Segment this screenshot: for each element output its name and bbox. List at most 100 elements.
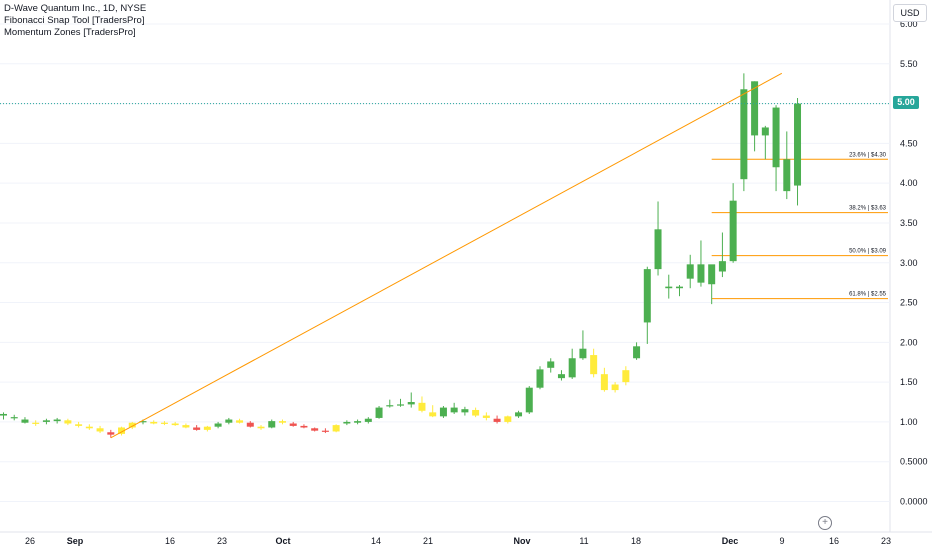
candle[interactable]: [472, 409, 480, 416]
candle[interactable]: [397, 404, 405, 406]
candle[interactable]: [675, 286, 683, 289]
y-tick-label: 6.00: [900, 19, 918, 29]
candle[interactable]: [386, 405, 394, 407]
candle[interactable]: [85, 426, 93, 429]
candle[interactable]: [214, 423, 222, 427]
indicator-fibonacci[interactable]: Fibonacci Snap Tool [TradersPro]: [4, 15, 145, 26]
price-axis[interactable]: 0.0000 0.5000 1.00 1.50 2.00 2.50 3.00 3.50 4.00…: [900, 19, 928, 507]
candle[interactable]: [686, 264, 694, 279]
candle[interactable]: [64, 420, 72, 424]
candle[interactable]: [107, 432, 115, 435]
y-tick-label: 4.50: [900, 138, 918, 148]
candle[interactable]: [193, 427, 201, 430]
candle[interactable]: [515, 412, 523, 417]
candle[interactable]: [332, 425, 340, 432]
candle[interactable]: [654, 229, 662, 270]
candle[interactable]: [42, 420, 50, 422]
candle[interactable]: [150, 421, 158, 424]
candle[interactable]: [482, 415, 490, 418]
candle[interactable]: [53, 419, 61, 422]
candle[interactable]: [697, 264, 705, 283]
candle[interactable]: [504, 416, 512, 422]
candle[interactable]: [364, 418, 372, 422]
x-tick-label: 18: [631, 536, 641, 546]
candle[interactable]: [343, 421, 351, 424]
candle[interactable]: [622, 370, 630, 383]
candle[interactable]: [139, 421, 147, 423]
candle[interactable]: [32, 422, 40, 424]
candle[interactable]: [772, 107, 780, 168]
candle[interactable]: [665, 286, 673, 289]
indicator-momentum[interactable]: Momentum Zones [TradersPro]: [4, 27, 136, 38]
x-tick-label: 11: [579, 536, 588, 546]
candles[interactable]: [0, 73, 802, 438]
candle[interactable]: [429, 412, 437, 417]
candle[interactable]: [289, 423, 297, 426]
candle[interactable]: [461, 409, 469, 413]
symbol-title[interactable]: D-Wave Quantum Inc., 1D, NYSE: [4, 3, 147, 14]
candle[interactable]: [590, 355, 598, 375]
candle[interactable]: [557, 374, 565, 379]
candle[interactable]: [118, 427, 126, 434]
candle[interactable]: [643, 269, 651, 323]
candle[interactable]: [160, 422, 168, 424]
candle[interactable]: [547, 361, 555, 368]
candle[interactable]: [600, 374, 608, 391]
candle[interactable]: [0, 413, 7, 416]
candle[interactable]: [761, 127, 769, 136]
candle[interactable]: [311, 428, 319, 431]
last-price-badge: 5.00: [893, 96, 919, 109]
y-tick-label: 3.50: [900, 218, 918, 228]
candle[interactable]: [579, 348, 587, 359]
candle[interactable]: [75, 424, 83, 426]
plus-circle-icon[interactable]: +: [818, 516, 832, 530]
candle[interactable]: [278, 421, 286, 423]
candle[interactable]: [525, 387, 533, 413]
candle[interactable]: [10, 417, 18, 419]
candle[interactable]: [718, 261, 726, 272]
candle[interactable]: [96, 428, 104, 432]
currency-button[interactable]: USD: [893, 4, 927, 22]
candle[interactable]: [128, 422, 136, 428]
candle[interactable]: [300, 425, 308, 428]
x-tick-label: Sep: [67, 536, 84, 546]
candle[interactable]: [751, 81, 759, 136]
candle[interactable]: [268, 421, 276, 428]
candle[interactable]: [236, 420, 244, 423]
x-tick-label: 23: [217, 536, 227, 546]
candle[interactable]: [568, 358, 576, 378]
candle[interactable]: [354, 421, 362, 423]
y-tick-label: 4.00: [900, 178, 918, 188]
candle[interactable]: [246, 422, 254, 427]
y-tick-label: 2.00: [900, 337, 918, 347]
candle[interactable]: [182, 425, 190, 428]
candle[interactable]: [633, 346, 641, 359]
candle[interactable]: [794, 103, 802, 186]
candle[interactable]: [407, 402, 415, 405]
candle[interactable]: [611, 384, 619, 391]
time-axis[interactable]: 26 Sep 16 23 Oct 14 21 Nov 11 18 Dec 9 16 23: [25, 536, 891, 546]
candle[interactable]: [203, 426, 211, 430]
candle[interactable]: [171, 423, 179, 426]
trend-line-segment[interactable]: [110, 72, 783, 439]
x-tick-label: 14: [371, 536, 381, 546]
y-tick-label: 5.50: [900, 59, 918, 69]
candle[interactable]: [225, 419, 233, 423]
candle[interactable]: [321, 430, 329, 432]
candle[interactable]: [418, 402, 426, 411]
candle[interactable]: [21, 419, 29, 423]
candle[interactable]: [729, 200, 737, 262]
fib-level-label: 61.8% | $2.55: [849, 292, 887, 298]
candle[interactable]: [375, 407, 383, 418]
candle[interactable]: [708, 264, 716, 285]
trend-line[interactable]: [110, 72, 783, 439]
candle[interactable]: [450, 407, 458, 413]
candle[interactable]: [536, 369, 544, 388]
candle[interactable]: [493, 418, 501, 422]
candle[interactable]: [740, 89, 748, 180]
candle[interactable]: [783, 159, 791, 192]
candle[interactable]: [439, 407, 447, 417]
x-tick-label: 26: [25, 536, 35, 546]
candle[interactable]: [257, 426, 265, 429]
